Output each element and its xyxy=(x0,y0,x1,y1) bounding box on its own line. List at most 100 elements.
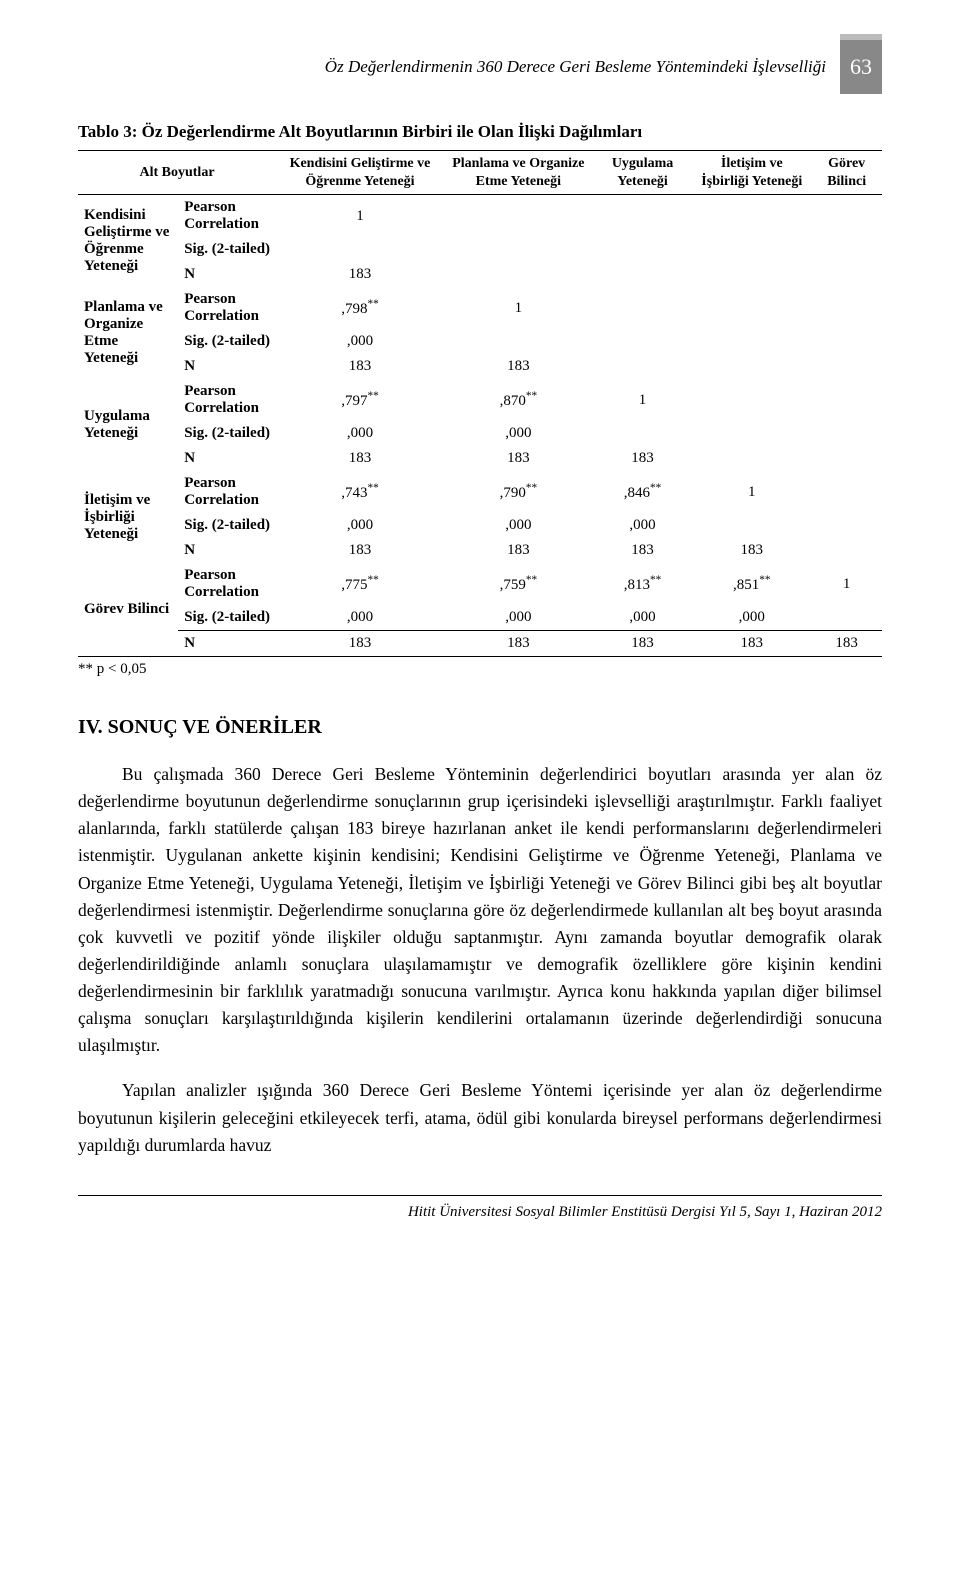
col-uygulama: Uygulama Yeteneği xyxy=(593,151,693,195)
table-row: Sig. (2-tailed),000 xyxy=(78,329,882,354)
table-row: N183183183183183 xyxy=(78,631,882,657)
table-header-row: Alt Boyutlar Kendisini Geliştirme ve Öğr… xyxy=(78,151,882,195)
correlation-table-body: Kendisini Geliştirme ve Öğrenme Yeteneği… xyxy=(78,195,882,657)
cell xyxy=(811,262,882,287)
cell xyxy=(811,329,882,354)
cell: ,813** xyxy=(593,563,693,605)
stat-label: Sig. (2-tailed) xyxy=(178,605,276,631)
page-number: 63 xyxy=(850,54,872,80)
cell: 183 xyxy=(276,354,444,379)
cell: 183 xyxy=(811,631,882,657)
cell xyxy=(811,354,882,379)
cell: ,000 xyxy=(444,421,593,446)
cell: ,000 xyxy=(444,605,593,631)
cell: 1 xyxy=(444,287,593,329)
cell xyxy=(692,329,811,354)
cell xyxy=(811,446,882,471)
cell: 183 xyxy=(444,538,593,563)
cell xyxy=(692,195,811,238)
running-head: Öz Değerlendirmenin 360 Derece Geri Besl… xyxy=(78,40,882,94)
cell xyxy=(444,195,593,238)
cell: 183 xyxy=(444,631,593,657)
cell: ,790** xyxy=(444,471,593,513)
cell: 1 xyxy=(593,379,693,421)
stat-label: Sig. (2-tailed) xyxy=(178,421,276,446)
cell: 183 xyxy=(276,631,444,657)
table-row: N183183183183 xyxy=(78,538,882,563)
cell: 183 xyxy=(593,631,693,657)
col-kendisini: Kendisini Geliştirme ve Öğrenme Yeteneği xyxy=(276,151,444,195)
cell: ,846** xyxy=(593,471,693,513)
cell: ,775** xyxy=(276,563,444,605)
cell xyxy=(811,471,882,513)
table-row: Sig. (2-tailed),000,000,000 xyxy=(78,513,882,538)
cell: 183 xyxy=(276,538,444,563)
page-number-badge: 63 xyxy=(840,40,882,94)
cell: 1 xyxy=(692,471,811,513)
cell xyxy=(692,354,811,379)
table-row: Kendisini Geliştirme ve Öğrenme Yeteneği… xyxy=(78,195,882,238)
col-gorev: Görev Bilinci xyxy=(811,151,882,195)
cell xyxy=(593,421,693,446)
stat-label: Sig. (2-tailed) xyxy=(178,329,276,354)
cell: ,851** xyxy=(692,563,811,605)
cell: ,797** xyxy=(276,379,444,421)
cell xyxy=(593,262,693,287)
cell xyxy=(593,195,693,238)
stat-label: PearsonCorrelation xyxy=(178,379,276,421)
stat-label: N xyxy=(178,538,276,563)
cell: ,000 xyxy=(692,605,811,631)
cell: 183 xyxy=(276,446,444,471)
cell xyxy=(692,446,811,471)
row-header: Kendisini Geliştirme ve Öğrenme Yeteneği xyxy=(78,195,178,288)
cell: 183 xyxy=(692,538,811,563)
cell xyxy=(593,287,693,329)
cell xyxy=(811,421,882,446)
cell: 183 xyxy=(593,538,693,563)
table-footnote: ** p < 0,05 xyxy=(78,661,882,678)
cell xyxy=(811,195,882,238)
cell xyxy=(692,513,811,538)
cell: 183 xyxy=(276,262,444,287)
table-row: N183 xyxy=(78,262,882,287)
table-row: Sig. (2-tailed) xyxy=(78,237,882,262)
cell: 1 xyxy=(811,563,882,605)
table-row: Planlama ve Organize Etme YeteneğiPearso… xyxy=(78,287,882,329)
col-iletisim: İletişim ve İşbirliği Yeteneği xyxy=(692,151,811,195)
cell xyxy=(593,329,693,354)
cell: ,000 xyxy=(593,605,693,631)
cell: 183 xyxy=(692,631,811,657)
cell xyxy=(444,262,593,287)
row-header: İletişim ve İşbirliği Yeteneği xyxy=(78,471,178,563)
cell: ,798** xyxy=(276,287,444,329)
page: Öz Değerlendirmenin 360 Derece Geri Besl… xyxy=(0,0,960,1575)
cell xyxy=(811,513,882,538)
cell xyxy=(811,379,882,421)
cell: ,000 xyxy=(444,513,593,538)
stat-label: N xyxy=(178,446,276,471)
cell: ,000 xyxy=(593,513,693,538)
table-row: Uygulama YeteneğiPearsonCorrelation,797*… xyxy=(78,379,882,421)
stat-label: N xyxy=(178,354,276,379)
cell xyxy=(811,287,882,329)
cell xyxy=(692,421,811,446)
cell xyxy=(692,262,811,287)
table-row: Sig. (2-tailed),000,000 xyxy=(78,421,882,446)
section-heading: IV. SONUÇ VE ÖNERİLER xyxy=(78,716,882,739)
cell: 183 xyxy=(593,446,693,471)
stat-label: PearsonCorrelation xyxy=(178,287,276,329)
cell xyxy=(811,237,882,262)
cell: ,000 xyxy=(276,605,444,631)
footer-rule xyxy=(78,1195,882,1196)
table-row: Görev BilinciPearsonCorrelation,775**,75… xyxy=(78,563,882,605)
cell xyxy=(444,329,593,354)
cell xyxy=(811,538,882,563)
cell: ,759** xyxy=(444,563,593,605)
table-row: İletişim ve İşbirliği YeteneğiPearsonCor… xyxy=(78,471,882,513)
cell: ,000 xyxy=(276,329,444,354)
row-header: Görev Bilinci xyxy=(78,563,178,657)
cell: ,870** xyxy=(444,379,593,421)
cell: 183 xyxy=(444,446,593,471)
body-paragraph: Bu çalışmada 360 Derece Geri Besleme Yön… xyxy=(78,761,882,1059)
correlation-table: Alt Boyutlar Kendisini Geliştirme ve Öğr… xyxy=(78,150,882,657)
